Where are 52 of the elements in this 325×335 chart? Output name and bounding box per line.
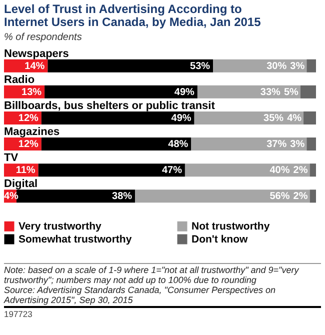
data-label: 48% (168, 139, 188, 150)
y-tick-label: Billboards, bus shelters or public transit (4, 100, 216, 112)
y-tick-label: Newspapers (4, 48, 69, 60)
bar (304, 111, 316, 124)
legend-label: Not trustworthy (192, 220, 270, 232)
data-label: 13% (22, 86, 42, 98)
y-tick-label: TV (4, 152, 19, 164)
bar (300, 85, 316, 98)
data-label: 30% (266, 60, 287, 72)
data-label: 12% (18, 139, 39, 150)
legend-label: Somewhat trustworthy (18, 233, 132, 246)
data-label: 56% (270, 191, 290, 202)
bar (184, 164, 310, 177)
bar (41, 138, 192, 151)
text: 197723 (4, 309, 321, 319)
bar (41, 111, 194, 124)
bar (306, 138, 316, 151)
data-label: 47% (162, 165, 182, 176)
bar (44, 85, 198, 98)
data-label: 3% (290, 60, 305, 72)
source-note: Source: Advertising Standards Canada, "Consumer Perspectives on Advertising 2015", Sep 30, 2015 (4, 285, 277, 305)
data-label: 2% (293, 165, 308, 176)
bar (135, 190, 310, 203)
data-label: 11% (16, 165, 36, 176)
y-tick-label: Digital (4, 178, 38, 190)
data-label: 2% (293, 191, 308, 202)
bar (48, 59, 214, 72)
bar (38, 164, 185, 177)
chart-subtitle: % of respondents (4, 32, 82, 43)
data-label: 4% (287, 112, 302, 124)
bar (306, 59, 316, 72)
data-label: 49% (174, 86, 195, 98)
data-label: 37% (266, 139, 287, 150)
chart-title: Level of Trust in Advertising According to Internet Users in Canada, by Media, Jan 2015 (4, 2, 262, 29)
legend-label: Don't know (192, 233, 248, 246)
legend-label: Very trustworthy (18, 220, 102, 232)
bar (310, 190, 316, 203)
data-label: 38% (112, 191, 132, 202)
data-label: 40% (270, 165, 290, 176)
data-label: 3% (290, 139, 305, 150)
y-tick-label: Radio (4, 74, 35, 86)
text: Note: based on a scale of 1-9 where 1="not at all trustworthy" and 9="very trustworthy"; numbers may not add up to 100% due to rounding (4, 265, 300, 285)
y-tick-label: Magazines (4, 126, 60, 138)
data-label: 14% (24, 60, 45, 72)
bar (191, 138, 307, 151)
data-label: 33% (260, 86, 281, 98)
data-label: 35% (264, 112, 284, 124)
data-label: 53% (190, 60, 210, 72)
data-label: 12% (18, 112, 39, 124)
bar (310, 164, 316, 177)
data-label: 49% (171, 112, 192, 124)
data-label: 5% (284, 86, 299, 98)
